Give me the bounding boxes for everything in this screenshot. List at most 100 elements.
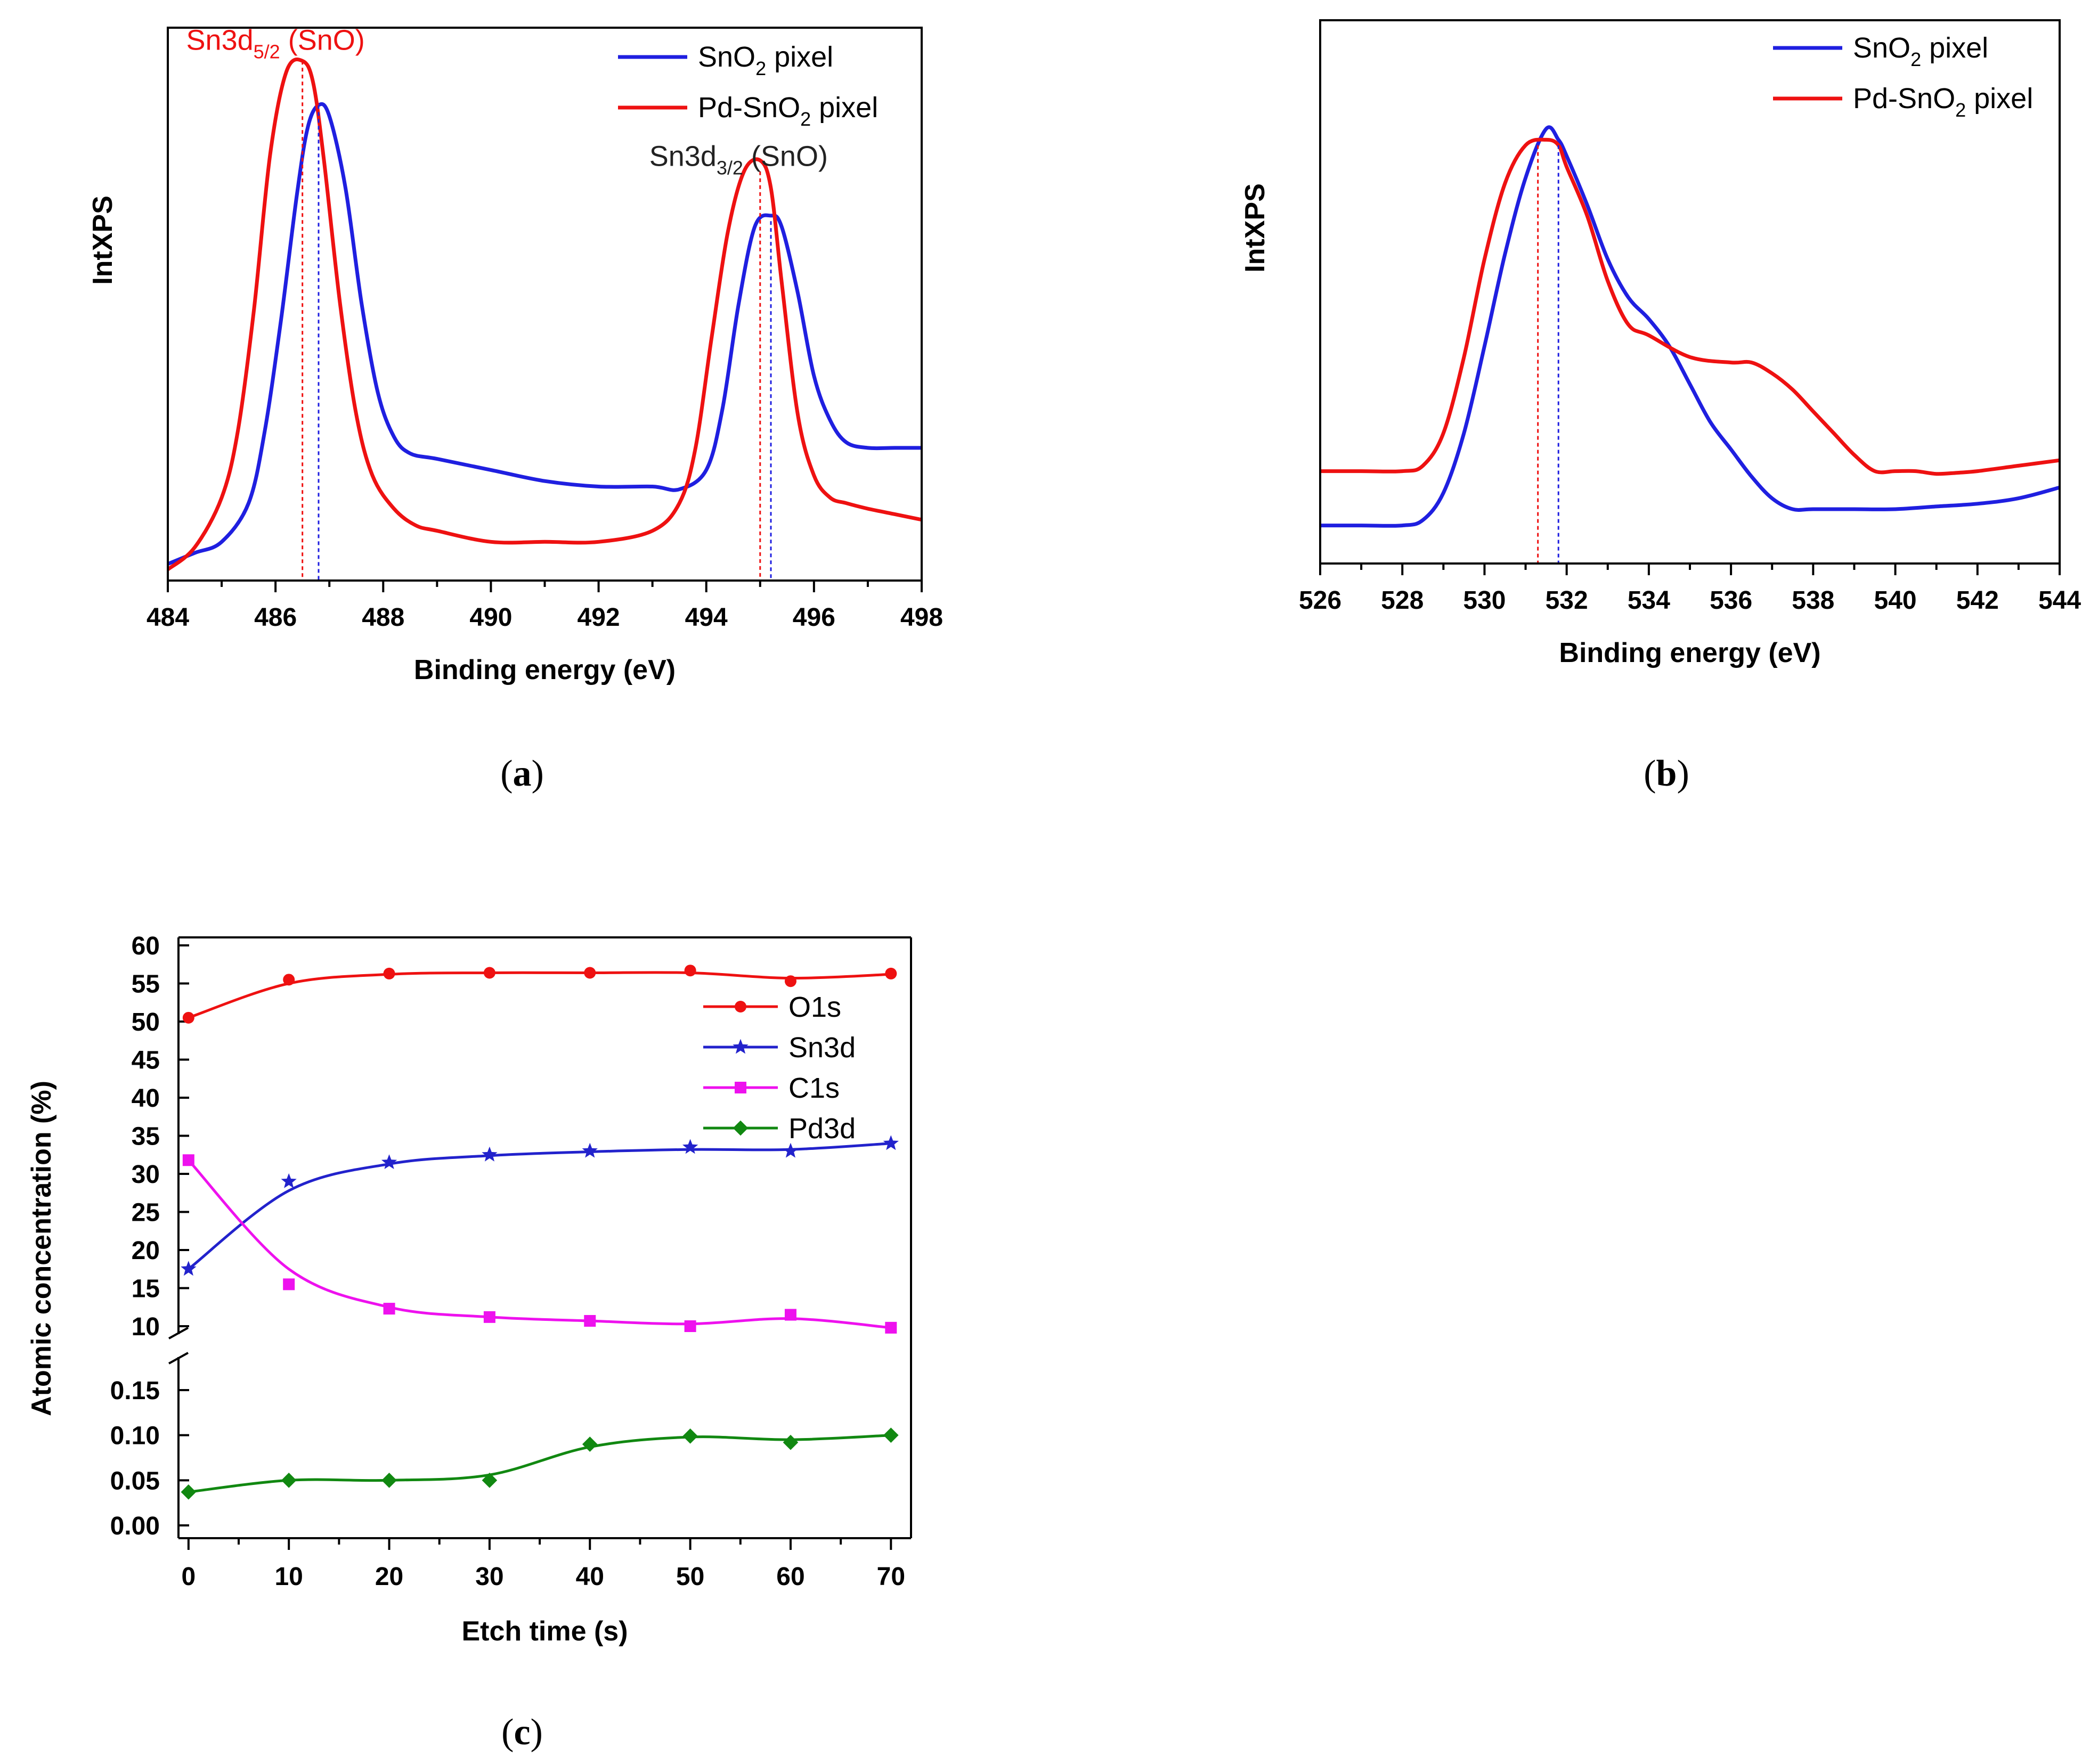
- x-tick-label: 30: [475, 1563, 503, 1591]
- data-point-pd3d: [883, 1427, 899, 1443]
- x-tick-label: 490: [469, 603, 512, 632]
- x-tick-label: 528: [1381, 586, 1424, 615]
- data-point-c1s: [784, 1309, 796, 1321]
- legend-label-sno2-suffix: pixel: [1921, 32, 1988, 64]
- data-point-o1s: [182, 1011, 194, 1024]
- panel-a-chart: 484 486 488 490 492 494 496 498 Binding energy (…: [87, 24, 943, 685]
- x-tick-label: 488: [362, 603, 404, 632]
- peak-annotation-0: Sn3d5/2 (SnO): [186, 24, 365, 63]
- series-line-pd-sno2: [1320, 137, 2060, 476]
- y-upper-tick-label: 30: [132, 1161, 160, 1189]
- x-tick-label: 10: [274, 1563, 303, 1591]
- data-point-sn3d: [783, 1142, 799, 1158]
- data-point-pd3d: [381, 1473, 397, 1488]
- x-tick-label: 50: [676, 1563, 704, 1591]
- y-axis-title: Atomic concentration (%): [26, 1081, 57, 1416]
- peak-annotation-1-main: Sn3d: [649, 141, 717, 173]
- data-point-pd3d: [281, 1473, 297, 1488]
- legend-label-pd-sno2-suffix: pixel: [811, 92, 878, 124]
- x-tick-label: 484: [147, 603, 189, 632]
- legend-label-sno2: SnO2 pixel: [698, 41, 833, 79]
- x-axis-title: Binding energy (eV): [1559, 638, 1820, 668]
- legend-label-pd-sno2-suffix: pixel: [1966, 83, 2033, 115]
- y-upper-tick-label: 35: [132, 1123, 160, 1151]
- x-tick-label: 536: [1710, 586, 1752, 615]
- data-point-c1s: [885, 1321, 897, 1334]
- data-point-o1s: [885, 967, 897, 979]
- data-point-pd3d: [181, 1484, 197, 1500]
- data-point-c1s: [383, 1303, 395, 1315]
- data-point-sn3d: [381, 1154, 397, 1169]
- legend-marker-c1s: [735, 1082, 746, 1093]
- y-upper-tick-label: 10: [132, 1313, 160, 1341]
- legend-label-sno2-subscript: 2: [1910, 48, 1921, 70]
- data-point-sn3d: [883, 1135, 899, 1150]
- data-point-pd3d: [783, 1434, 799, 1450]
- x-axis-title: Binding energy (eV): [414, 655, 676, 685]
- x-tick-label: 494: [685, 603, 728, 632]
- series-line-sno2: [168, 102, 922, 566]
- y-lower-tick-label: 0.00: [110, 1512, 160, 1540]
- y-lower-tick-label: 0.05: [110, 1467, 160, 1495]
- x-tick-label: 538: [1792, 586, 1834, 615]
- legend-label-pd-sno2-main: Pd-SnO: [698, 92, 800, 124]
- legend-label-pd-sno2: Pd-SnO2 pixel: [698, 92, 878, 130]
- x-tick-label: 486: [254, 603, 297, 632]
- y-upper-tick-label: 55: [132, 970, 160, 999]
- peak-annotation-1-suffix: (SnO): [743, 141, 828, 173]
- series-fit-sn3d: [188, 1142, 891, 1270]
- y-axis-title: IntXPS: [1240, 183, 1271, 273]
- axis-break-mark-upper: [168, 1327, 189, 1340]
- x-tick-label: 20: [375, 1563, 403, 1591]
- data-point-c1s: [283, 1278, 295, 1291]
- legend-label-pd-sno2-subscript: 2: [1955, 99, 1966, 121]
- legend-label-pd-sno2-main: Pd-SnO: [1853, 83, 1955, 115]
- data-point-c1s: [483, 1311, 495, 1323]
- legend-label-pd-sno2-subscript: 2: [800, 108, 811, 130]
- y-upper-tick-label: 20: [132, 1237, 160, 1265]
- legend-marker-o1s: [735, 1001, 746, 1012]
- data-point-pd3d: [482, 1473, 498, 1488]
- legend-label-o1s: O1s: [788, 991, 841, 1023]
- data-point-sn3d: [482, 1146, 498, 1162]
- panel-a-caption: (a): [500, 753, 544, 794]
- data-point-o1s: [483, 967, 495, 979]
- y-lower-tick-label: 0.15: [110, 1377, 160, 1405]
- data-point-o1s: [383, 967, 395, 979]
- panel-b-caption: (b): [1644, 753, 1689, 794]
- x-tick-label: 542: [1956, 586, 1999, 615]
- data-point-c1s: [182, 1154, 194, 1166]
- y-lower-tick-label: 0.10: [110, 1422, 160, 1450]
- y-upper-tick-label: 25: [132, 1199, 160, 1227]
- x-tick-label: 496: [793, 603, 835, 632]
- x-tick-label: 532: [1546, 586, 1588, 615]
- legend-label-c1s: C1s: [788, 1072, 840, 1104]
- series-fit-pd3d: [188, 1434, 891, 1493]
- x-tick-label: 70: [877, 1563, 905, 1591]
- series-line-pd-sno2: [168, 58, 922, 571]
- x-tick-label: 534: [1628, 586, 1670, 615]
- data-point-sn3d: [682, 1139, 698, 1154]
- x-tick-label: 40: [576, 1563, 604, 1591]
- panel-c-caption: (c): [501, 1712, 543, 1753]
- legend-label-sno2-subscript: 2: [755, 58, 766, 79]
- series-fit-o1s: [188, 971, 891, 1019]
- legend-marker-pd3d: [733, 1120, 749, 1136]
- data-point-sn3d: [181, 1261, 197, 1276]
- y-upper-tick-label: 50: [132, 1008, 160, 1036]
- data-point-o1s: [283, 974, 295, 986]
- y-axis-title: IntXPS: [87, 195, 118, 285]
- legend-label-sno2-main: SnO: [1853, 32, 1910, 64]
- x-tick-label: 540: [1874, 586, 1917, 615]
- x-tick-label: 530: [1463, 586, 1506, 615]
- x-tick-label: 526: [1299, 586, 1341, 615]
- data-point-o1s: [784, 975, 796, 987]
- series-fit-c1s: [187, 1159, 891, 1329]
- legend-label-sno2: SnO2 pixel: [1853, 32, 1988, 70]
- data-point-pd3d: [582, 1436, 598, 1452]
- series-line-sno2: [1320, 125, 2060, 528]
- data-point-sn3d: [281, 1173, 297, 1188]
- panel-b-chart: 526 528 530 532 534 536 538 540 542 544 Binding en…: [1240, 19, 2081, 668]
- x-axis-title: Etch time (s): [461, 1616, 628, 1647]
